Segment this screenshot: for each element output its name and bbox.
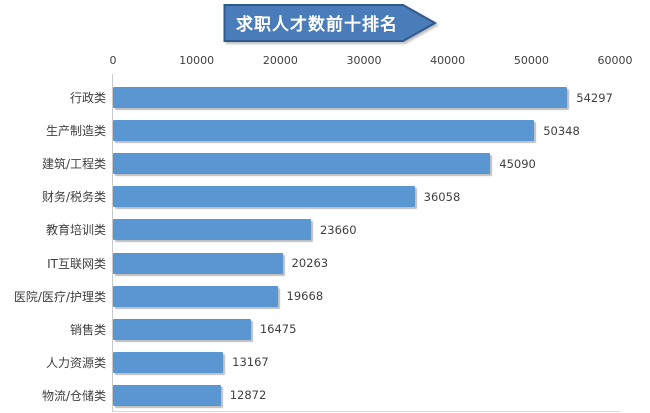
bar [113, 120, 535, 142]
bar-row: 生产制造类 50348 [0, 114, 650, 147]
bar-row: IT互联网类 20263 [0, 247, 650, 280]
bar [113, 87, 568, 109]
category-label: IT互联网类 [47, 256, 106, 271]
bar [113, 186, 415, 208]
category-label: 生产制造类 [45, 124, 106, 139]
bar-row: 财务/税务类 36058 [0, 180, 650, 213]
bar-row: 行政类 54297 [0, 81, 650, 114]
bar-row: 物流/仓储类 12872 [0, 379, 650, 412]
value-label: 16475 [259, 322, 297, 337]
x-axis-tick-label: 0 [109, 54, 117, 67]
category-label: 物流/仓储类 [41, 388, 106, 403]
category-label: 销售类 [69, 322, 106, 337]
bar [113, 384, 221, 406]
category-label: 教育培训类 [45, 223, 106, 238]
value-label: 13167 [232, 355, 269, 370]
value-label: 23660 [319, 222, 357, 237]
value-label: 36058 [423, 189, 461, 204]
bar [113, 219, 311, 241]
value-label: 45090 [499, 156, 536, 171]
bar-row: 教育培训类 23660 [0, 213, 650, 246]
category-label: 行政类 [69, 91, 106, 106]
x-axis-tick-label: 10000 [179, 54, 215, 67]
bar [113, 285, 278, 307]
x-axis-tick-label: 50000 [513, 54, 549, 67]
y-axis-line [112, 74, 113, 412]
plot-bottom-border [112, 411, 620, 412]
bar [113, 153, 491, 175]
title-banner: 求职人才数前十排名 [223, 3, 438, 43]
x-axis-tick-label: 60000 [597, 54, 633, 67]
banner-arrow-shape [223, 4, 438, 42]
category-label: 医院/医疗/护理类 [13, 289, 106, 304]
category-label: 财务/税务类 [41, 190, 106, 205]
x-axis-tick-label: 20000 [262, 54, 298, 67]
category-label: 建筑/工程类 [41, 157, 106, 172]
value-label: 54297 [576, 90, 613, 105]
chart-title: 求职人才数前十排名 [236, 14, 398, 35]
value-label: 19668 [286, 289, 324, 304]
bar [113, 351, 224, 373]
bar-row: 销售类 16475 [0, 313, 650, 346]
bar-row: 人力资源类 13167 [0, 346, 650, 379]
category-label: 人力资源类 [45, 355, 106, 370]
bar [113, 318, 251, 340]
bar-row: 建筑/工程类 45090 [0, 147, 650, 180]
value-label: 20263 [291, 256, 329, 271]
bar-row: 医院/医疗/护理类 19668 [0, 280, 650, 313]
value-label: 50348 [543, 123, 580, 138]
bar [113, 252, 283, 274]
value-label: 12872 [229, 388, 267, 403]
x-axis-tick-label: 30000 [346, 54, 382, 67]
x-axis-tick-label: 40000 [430, 54, 466, 67]
